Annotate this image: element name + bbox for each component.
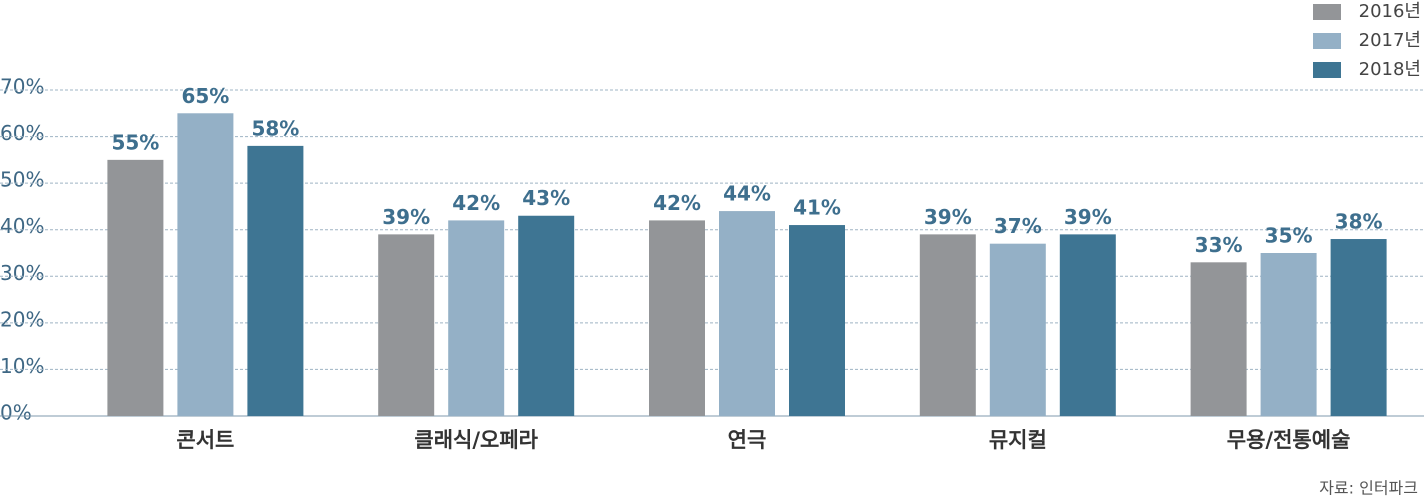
bar [1260,253,1317,416]
legend-label: 2017년 [1359,30,1421,51]
legend-label: 2016년 [1359,1,1421,22]
legend-label: 2018년 [1359,59,1421,80]
bar [107,159,164,416]
bar [649,220,705,416]
value-label: 42% [452,191,500,215]
bar [989,243,1046,416]
value-label: 38% [1335,210,1383,234]
value-label: 58% [251,116,299,140]
bar [1059,234,1116,416]
value-label: 37% [994,214,1042,238]
legend-swatch [1313,62,1341,78]
x-tick-label: 연극 [728,428,767,452]
value-label: 65% [181,84,229,108]
value-label: 42% [653,191,701,215]
y-tick-label: 0% [0,401,32,425]
bar [378,234,435,416]
y-tick-label: 60% [0,121,44,145]
legend-swatch [1313,4,1341,20]
bar [719,211,775,416]
x-tick-label: 콘서트 [176,428,234,452]
value-label: 35% [1265,224,1313,248]
y-tick-label: 20% [0,307,44,331]
x-tick-label: 무용/전통예술 [1227,428,1351,452]
y-tick-label: 70% [0,75,44,99]
y-tick-label: 50% [0,168,44,192]
bar [247,145,304,416]
value-label: 55% [111,130,159,154]
value-label: 39% [382,205,430,229]
x-tick-label: 클래식/오페라 [414,428,538,452]
value-label: 41% [793,196,841,220]
bar [1330,239,1387,416]
value-label: 43% [522,186,570,210]
y-tick-label: 40% [0,214,44,238]
y-tick-label: 10% [0,354,44,378]
bar [177,113,234,417]
bar [448,220,505,416]
value-label: 44% [723,182,771,206]
bar [789,225,845,416]
bar [1190,262,1247,416]
value-label: 39% [1064,205,1112,229]
value-label: 33% [1195,233,1243,257]
y-tick-label: 30% [0,261,44,285]
x-tick-label: 뮤지컬 [989,428,1047,452]
value-label: 39% [924,205,972,229]
bar [919,234,976,416]
bar [518,215,575,416]
source-note: 자료: 인터파크 [1319,479,1418,498]
legend-swatch [1313,33,1341,49]
